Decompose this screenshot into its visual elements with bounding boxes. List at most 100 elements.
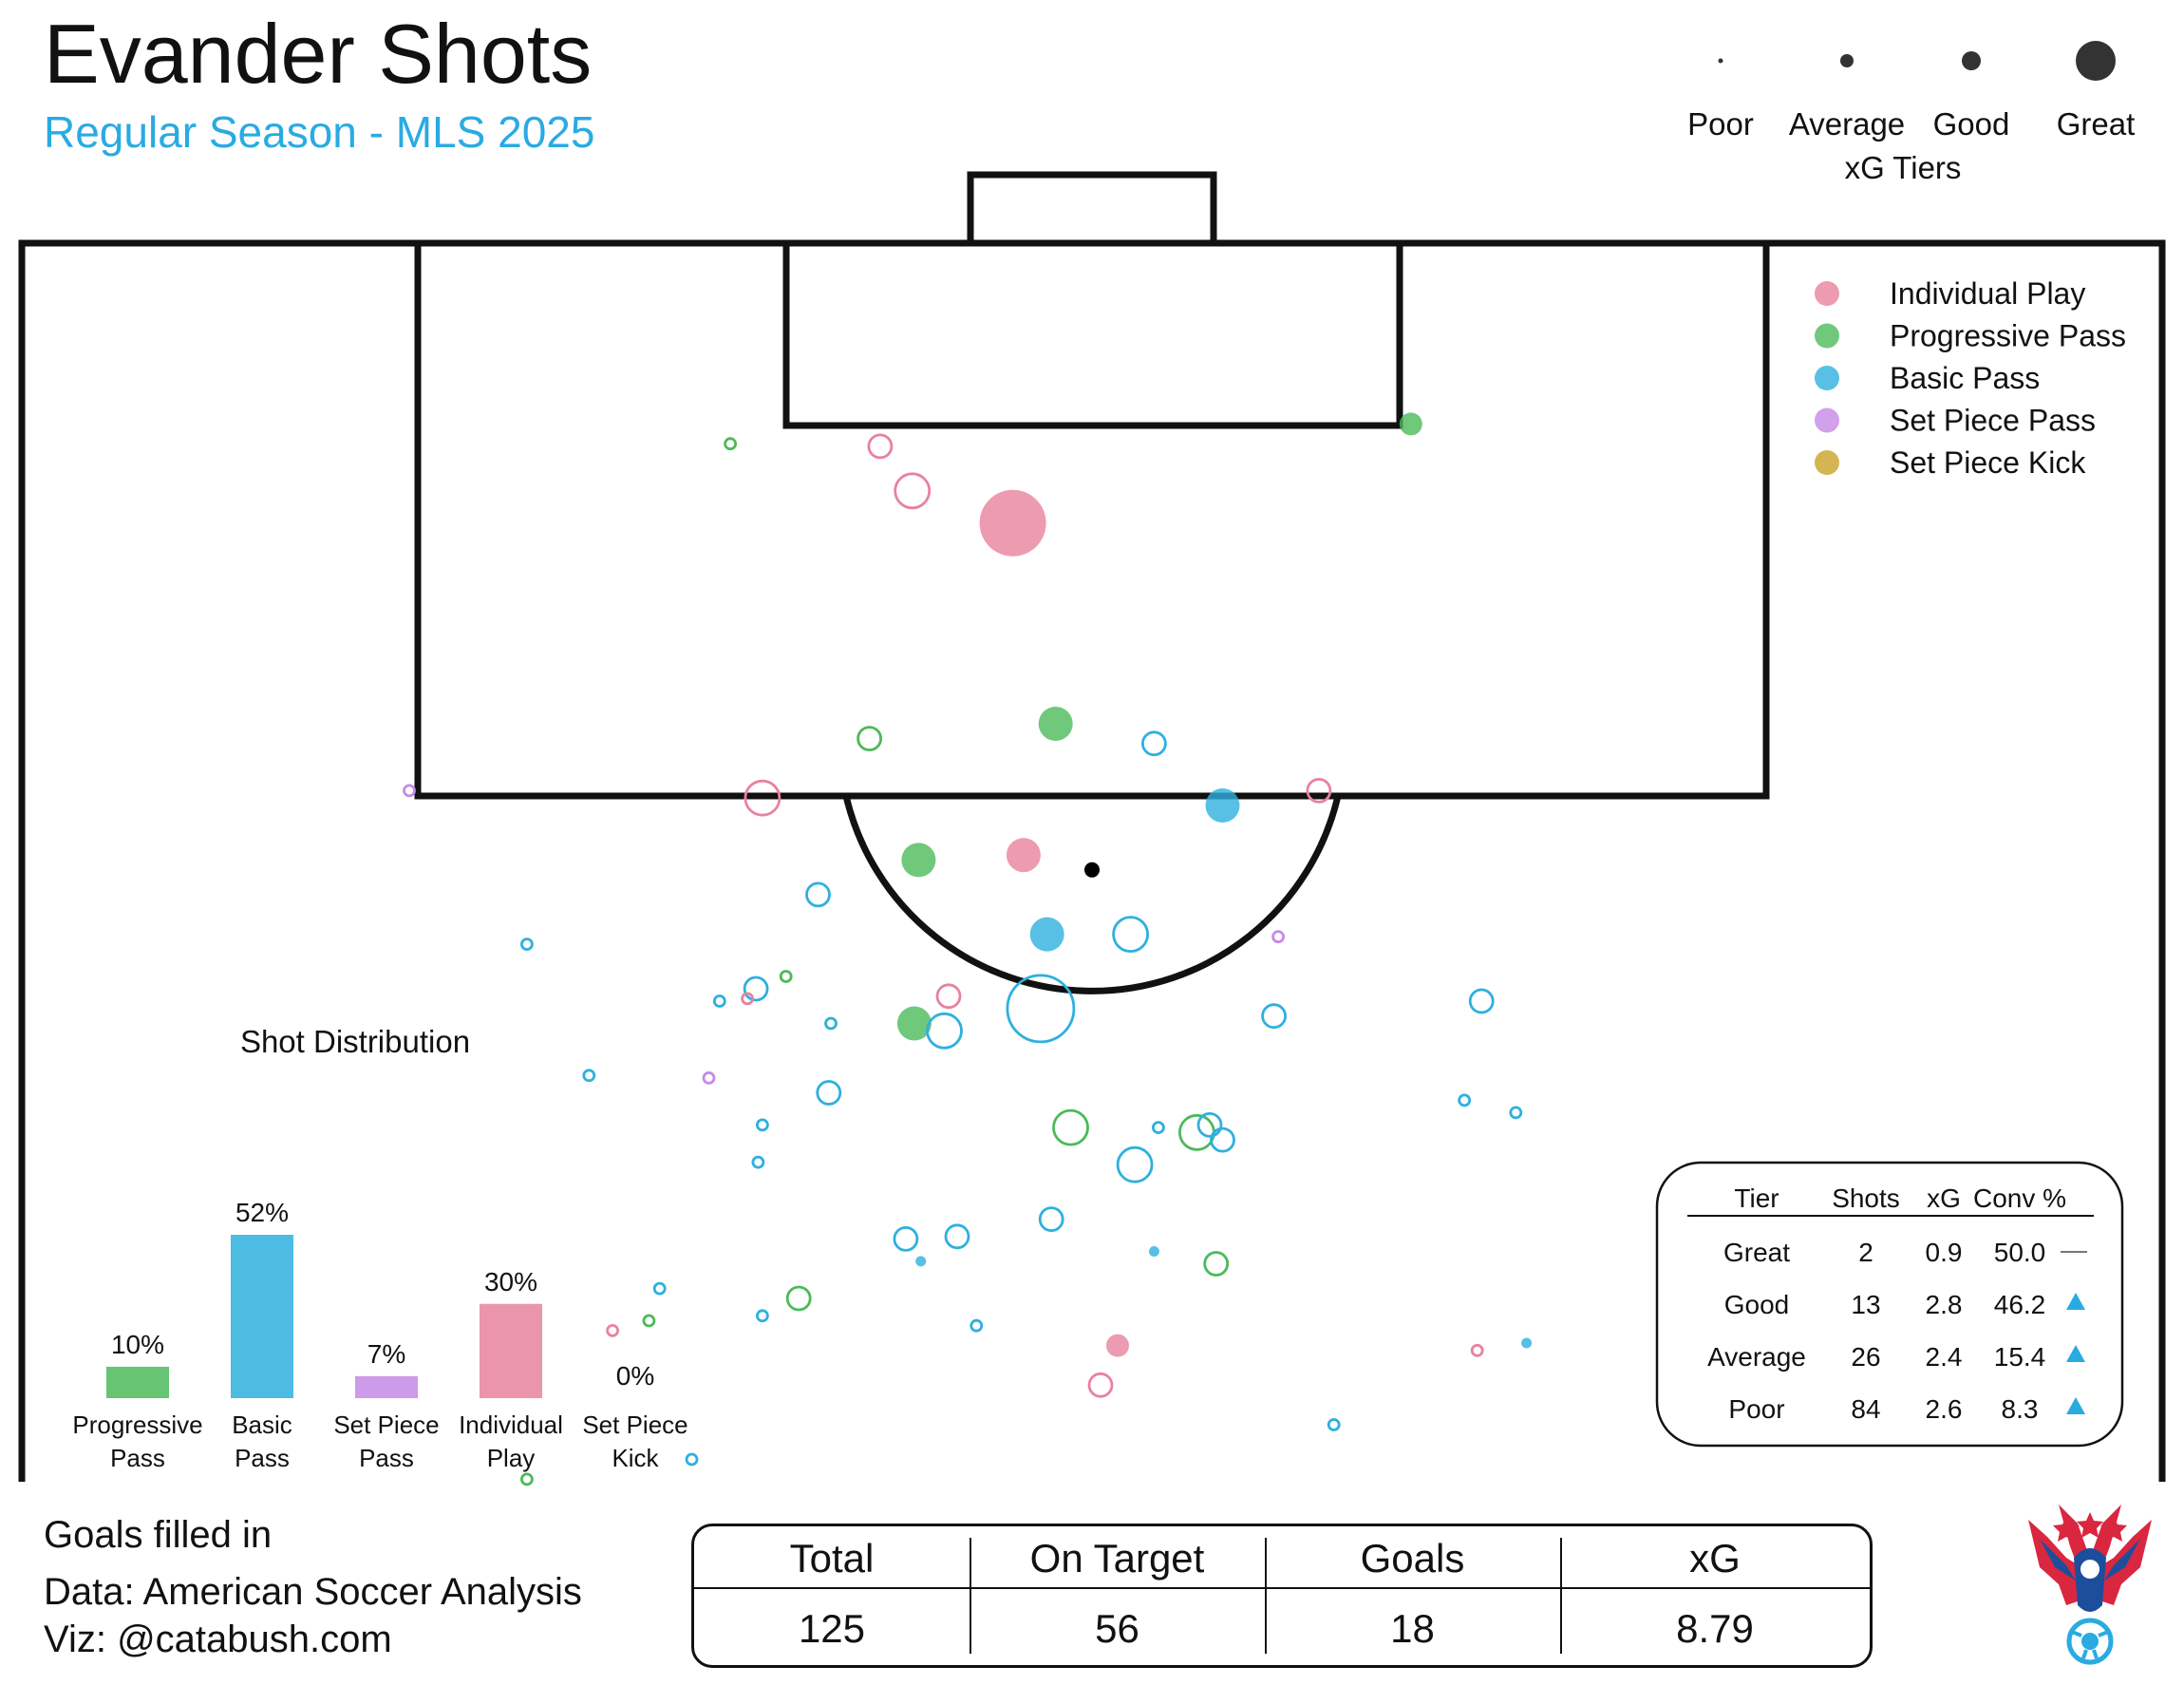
xg-tier-label: Good: [1933, 106, 2010, 142]
shot-goal: [1006, 838, 1041, 873]
tier-table-cell: 2.4: [1926, 1342, 1963, 1372]
shot: [741, 992, 754, 1006]
shot: [1458, 1093, 1472, 1108]
summary-value: 8.79: [1676, 1606, 1754, 1651]
shot: [1141, 730, 1167, 757]
eagle-logo: [2028, 1505, 2152, 1665]
shot: [893, 1226, 919, 1252]
shot: [652, 1281, 667, 1296]
distribution-category-label: Progressive: [72, 1410, 202, 1439]
shot: [1116, 1145, 1154, 1183]
distribution-bar: [355, 1375, 418, 1398]
shot: [970, 1318, 984, 1333]
shot-goal: [1084, 861, 1100, 878]
shot: [1306, 778, 1332, 804]
shot: [1178, 1113, 1215, 1151]
distribution-title: Shot Distribution: [240, 1024, 470, 1059]
distribution-category-label: Set Piece: [582, 1410, 687, 1439]
credits-data: Data: American Soccer Analysis: [44, 1571, 582, 1613]
trend-up-icon: [2066, 1293, 2085, 1310]
shot: [1006, 974, 1076, 1044]
shot: [785, 1285, 812, 1312]
shot: [1203, 1251, 1230, 1277]
distribution-value-label: 0%: [616, 1361, 654, 1391]
distribution-bars: 10% Progressive Pass 52% Basic Pass 7% Set Piec…: [72, 1198, 687, 1472]
xg-tier-label: Poor: [1687, 106, 1754, 142]
tier-table-cell: 26: [1851, 1342, 1880, 1372]
credits-note: Goals filled in: [44, 1514, 273, 1556]
shot: [926, 1012, 963, 1050]
summary-value: 125: [798, 1606, 866, 1651]
tier-table-cell: 84: [1851, 1394, 1880, 1424]
shot-goal: [1038, 707, 1073, 741]
summary-on-target: On Target 56: [970, 1526, 1265, 1665]
shot: [1038, 1206, 1064, 1232]
summary-col-divider: [970, 1538, 971, 1654]
tier-table-cell: 0.9: [1926, 1238, 1963, 1267]
shot: [894, 472, 932, 510]
summary-value: 18: [1390, 1606, 1435, 1651]
distribution-category-label: Kick: [612, 1444, 659, 1472]
tier-table-header: Shots: [1832, 1183, 1900, 1213]
xg-tier-label: Great: [2057, 106, 2136, 142]
shot: [1509, 1106, 1523, 1120]
legend-marker-individual-play: [1815, 281, 1839, 306]
six-yard-box: [782, 239, 1403, 429]
tier-table-header: Conv %: [1973, 1183, 2066, 1213]
summary-total: Total 125: [694, 1526, 970, 1665]
distribution-value-label: 10%: [111, 1330, 164, 1359]
legend-label: Basic Pass: [1890, 361, 2040, 395]
shot: [403, 784, 416, 798]
tier-table-cell: 46.2: [1994, 1290, 2046, 1319]
legend-marker-basic-pass: [1815, 366, 1839, 390]
shot: [606, 1324, 619, 1337]
shot: [1271, 930, 1285, 944]
distribution-category-label: Basic: [232, 1410, 292, 1439]
shot: [1112, 916, 1149, 953]
pitch: [18, 171, 2166, 1482]
shot: [824, 1016, 838, 1031]
shot: [1152, 1121, 1165, 1134]
tier-table-cell: Great: [1723, 1238, 1790, 1267]
xg-tier-label: Average: [1789, 106, 1905, 142]
shot: [779, 970, 793, 983]
shot-goal: [1106, 1334, 1129, 1357]
shot: [582, 1069, 596, 1083]
distribution-category-label: Individual: [459, 1410, 563, 1439]
legend-label: Set Piece Pass: [1890, 404, 2096, 438]
shot: [712, 994, 726, 1008]
shot-goal: [896, 1006, 932, 1041]
credits-viz: Viz: @catabush.com: [44, 1619, 392, 1660]
shot: [756, 1309, 769, 1323]
shot: [1087, 1372, 1114, 1398]
shot: [1052, 1108, 1089, 1146]
trend-up-icon: [2066, 1345, 2085, 1362]
shot: [520, 1472, 534, 1486]
legend-label: Set Piece Kick: [1890, 445, 2086, 480]
shot-goal: [1521, 1337, 1533, 1349]
page-subtitle: Regular Season - MLS 2025: [44, 107, 595, 157]
tier-table-cell: 8.3: [2002, 1394, 2039, 1424]
summary-header: On Target: [1029, 1536, 1205, 1581]
xg-tier-legend-title: xG Tiers: [1845, 150, 1962, 185]
tier-table-cell: 13: [1851, 1290, 1880, 1319]
trend-up-icon: [2066, 1397, 2085, 1414]
distribution-value-label: 7%: [367, 1339, 405, 1369]
summary-header: Total: [789, 1536, 875, 1581]
shot: [751, 1155, 765, 1169]
shot: [642, 1314, 656, 1328]
distribution-category-label: Pass: [359, 1444, 414, 1472]
summary-divider: [694, 1587, 1870, 1589]
tier-table-cell: 2.6: [1926, 1394, 1963, 1424]
shot: [867, 433, 894, 460]
shot: [1470, 1343, 1484, 1357]
shot-goal: [1148, 1246, 1159, 1257]
shot: [520, 937, 534, 951]
legend-label: Progressive Pass: [1890, 319, 2126, 353]
distribution-bar: [106, 1366, 169, 1398]
summary-header: xG: [1689, 1536, 1741, 1581]
distribution-value-label: 30%: [484, 1267, 537, 1297]
shot-goal: [901, 842, 936, 878]
shot: [857, 726, 882, 751]
